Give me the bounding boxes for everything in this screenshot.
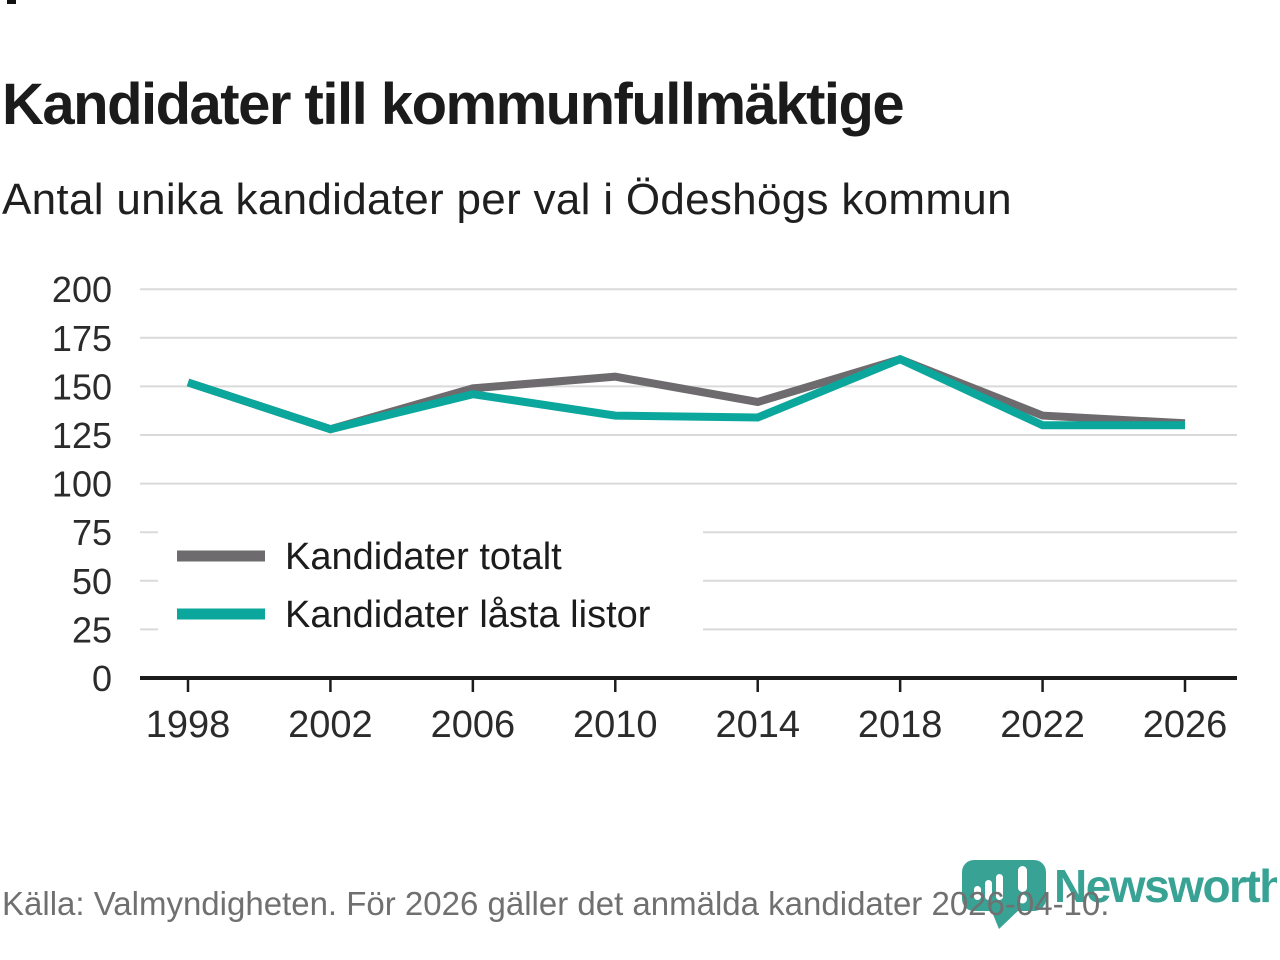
y-tick-label: 75: [72, 512, 112, 553]
legend-label: Kandidater totalt: [285, 536, 562, 578]
series-line-locked: [186, 354, 1185, 434]
y-tick-label: 150: [52, 366, 112, 407]
legend-label: Kandidater låsta listor: [285, 594, 651, 636]
y-tick-label: 125: [52, 415, 112, 456]
y-tick-label: 0: [92, 658, 112, 699]
y-tick-label: 25: [72, 609, 112, 650]
x-tick-label: 1998: [146, 704, 231, 746]
y-tick-label: 100: [52, 464, 112, 505]
source-note: Källa: Valmyndigheten. För 2026 gäller d…: [2, 885, 1110, 922]
newsworthy-pin-icon: [962, 860, 1046, 929]
y-tick-label: 200: [52, 269, 112, 310]
page-title: Kandidater till kommunfullmäktige: [2, 71, 905, 137]
x-tick-label: 2006: [431, 704, 516, 746]
chart-subtitle: Antal unika kandidater per val i Ödeshög…: [2, 175, 1012, 224]
legend-background: [158, 528, 703, 642]
line-chart: 0 25 50 75 100 125 150 175 200 1998 2002 2006 2010 20…: [52, 269, 1237, 746]
newsworthy-logo: Newsworthy: [955, 853, 1280, 938]
x-tick-label: 2018: [858, 704, 943, 746]
y-tick-label: 175: [52, 318, 112, 359]
y-tick-label: 50: [72, 561, 112, 602]
newsworthy-wordmark: Newsworthy: [1054, 860, 1277, 912]
x-tick-label: 2022: [1000, 704, 1085, 746]
corner-artifact: [7, 0, 16, 4]
x-tick-label: 2026: [1143, 704, 1228, 746]
x-tick-label: 2014: [715, 704, 800, 746]
x-tick-label: 2010: [573, 704, 658, 746]
x-tick-label: 2002: [288, 704, 373, 746]
